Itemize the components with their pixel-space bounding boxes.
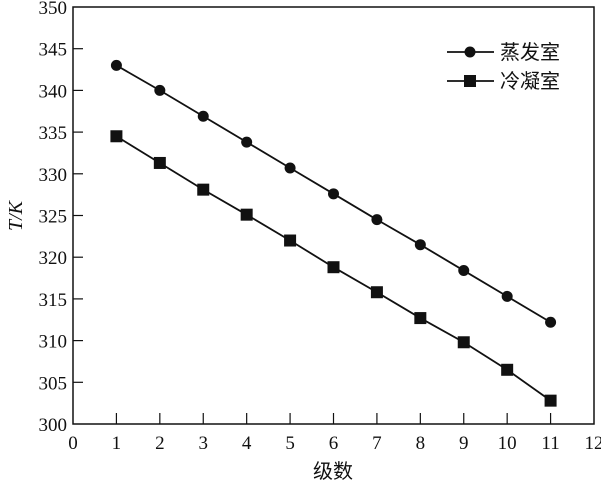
x-tick-label: 6 <box>329 433 339 454</box>
x-tick-label: 8 <box>416 433 426 454</box>
y-tick-label: 310 <box>39 332 68 353</box>
data-point-square <box>501 363 514 376</box>
data-point-square <box>544 394 557 407</box>
data-point-circle <box>197 110 209 122</box>
data-point-square <box>284 234 297 247</box>
legend-label: 冷凝室 <box>500 70 560 93</box>
legend-marker-square <box>464 75 476 87</box>
y-tick-label: 340 <box>39 81 68 102</box>
data-point-circle <box>154 84 166 96</box>
x-tick-label: 9 <box>459 433 469 454</box>
x-tick-label: 0 <box>68 433 78 454</box>
data-point-circle <box>284 162 296 174</box>
data-point-square <box>327 261 340 274</box>
data-point-circle <box>110 59 122 71</box>
data-point-square <box>370 286 383 299</box>
data-point-square <box>110 130 123 143</box>
series-marks <box>110 59 557 407</box>
y-tick-label: 345 <box>39 40 68 61</box>
x-tick-label: 4 <box>242 433 252 454</box>
plot-frame <box>72 6 595 425</box>
x-tick-label: 3 <box>199 433 209 454</box>
y-tick-label: 305 <box>39 373 68 394</box>
y-tick-label: 320 <box>39 248 68 269</box>
data-point-square <box>457 336 470 349</box>
y-tick-label: 335 <box>39 123 68 144</box>
y-tick-label: 300 <box>39 415 68 436</box>
y-tick-label: 325 <box>39 207 68 228</box>
data-point-circle <box>371 214 383 226</box>
data-point-circle <box>458 265 470 277</box>
y-tick-label: 330 <box>39 165 68 186</box>
x-tick-label: 12 <box>585 433 601 454</box>
x-tick-label: 7 <box>372 433 382 454</box>
y-tick-label: 315 <box>39 290 68 311</box>
data-point-circle <box>414 239 426 251</box>
x-axis-label: 级数 <box>313 460 353 483</box>
data-point-square <box>197 183 210 196</box>
data-point-square <box>240 208 253 221</box>
data-point-circle <box>328 188 339 200</box>
x-tick-label: 11 <box>541 433 559 454</box>
y-axis-label: T/K <box>5 199 27 231</box>
data-point-square <box>414 312 427 325</box>
x-tick-label: 1 <box>112 433 122 454</box>
legend-label: 蒸发室 <box>500 41 560 64</box>
data-point-circle <box>241 136 253 148</box>
x-tick-label: 5 <box>285 433 295 454</box>
axes: 0 1 2 3 4 5 6 7 8 9 10 11 12300305310315320325330335… <box>39 0 601 454</box>
legend-marker-circle <box>464 46 476 58</box>
data-point-circle <box>501 290 513 302</box>
y-tick-label: 350 <box>39 0 68 19</box>
data-point-square <box>153 156 166 169</box>
x-tick-label: 2 <box>155 433 165 454</box>
x-tick-label: 10 <box>498 433 517 454</box>
data-point-circle <box>545 316 557 328</box>
